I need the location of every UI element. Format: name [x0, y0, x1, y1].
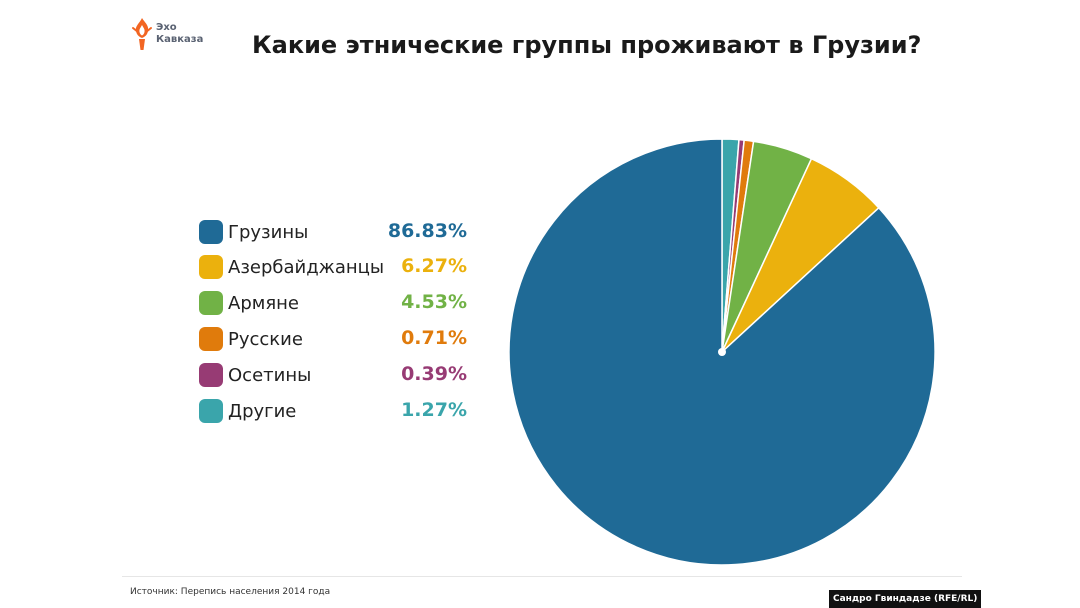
echo-kavkaza-logo: Эхо Кавказа — [130, 16, 220, 56]
legend-item-others: Другие 1.27% — [199, 397, 479, 425]
torch-flame-icon — [132, 18, 152, 50]
legend-item-armenians: Армяне 4.53% — [199, 289, 479, 317]
logo-line-1: Эхо — [156, 22, 177, 33]
legend-value: 1.27% — [401, 399, 467, 421]
pie-chart — [508, 138, 936, 566]
legend-item-gruziny: Грузины 86.83% — [199, 218, 479, 246]
legend-swatch — [199, 220, 223, 244]
legend-value: 86.83% — [387, 220, 467, 242]
legend-value: 0.39% — [401, 363, 467, 385]
legend-value: 6.27% — [401, 255, 467, 277]
legend-value: 0.71% — [401, 327, 467, 349]
legend-swatch — [199, 255, 223, 279]
legend-label: Осетины — [228, 365, 312, 386]
legend-swatch — [199, 363, 223, 387]
legend-value: 4.53% — [401, 291, 467, 313]
chart-title: Какие этнические группы проживают в Груз… — [252, 31, 922, 59]
source-note: Источник: Перепись населения 2014 года — [130, 587, 331, 597]
legend-label: Русские — [228, 329, 303, 350]
logo-text: Эхо Кавказа — [156, 22, 203, 46]
legend-swatch — [199, 327, 223, 351]
legend-item-russians: Русские 0.71% — [199, 325, 479, 353]
legend-label: Другие — [228, 401, 297, 422]
legend-item-ossetians: Осетины 0.39% — [199, 361, 479, 389]
legend-swatch — [199, 399, 223, 423]
legend-item-azerbaijanians: Азербайджанцы 6.27% — [199, 253, 479, 281]
logo-line-2: Кавказа — [156, 34, 204, 45]
legend-label: Армяне — [228, 293, 299, 314]
legend-label: Грузины — [228, 222, 309, 243]
author-credit: Сандро Гвиндадзе (RFE/RL) — [829, 590, 982, 608]
legend-label: Азербайджанцы — [228, 257, 385, 278]
pie-center-dot — [718, 348, 726, 356]
footer-divider — [122, 576, 962, 577]
legend-swatch — [199, 291, 223, 315]
